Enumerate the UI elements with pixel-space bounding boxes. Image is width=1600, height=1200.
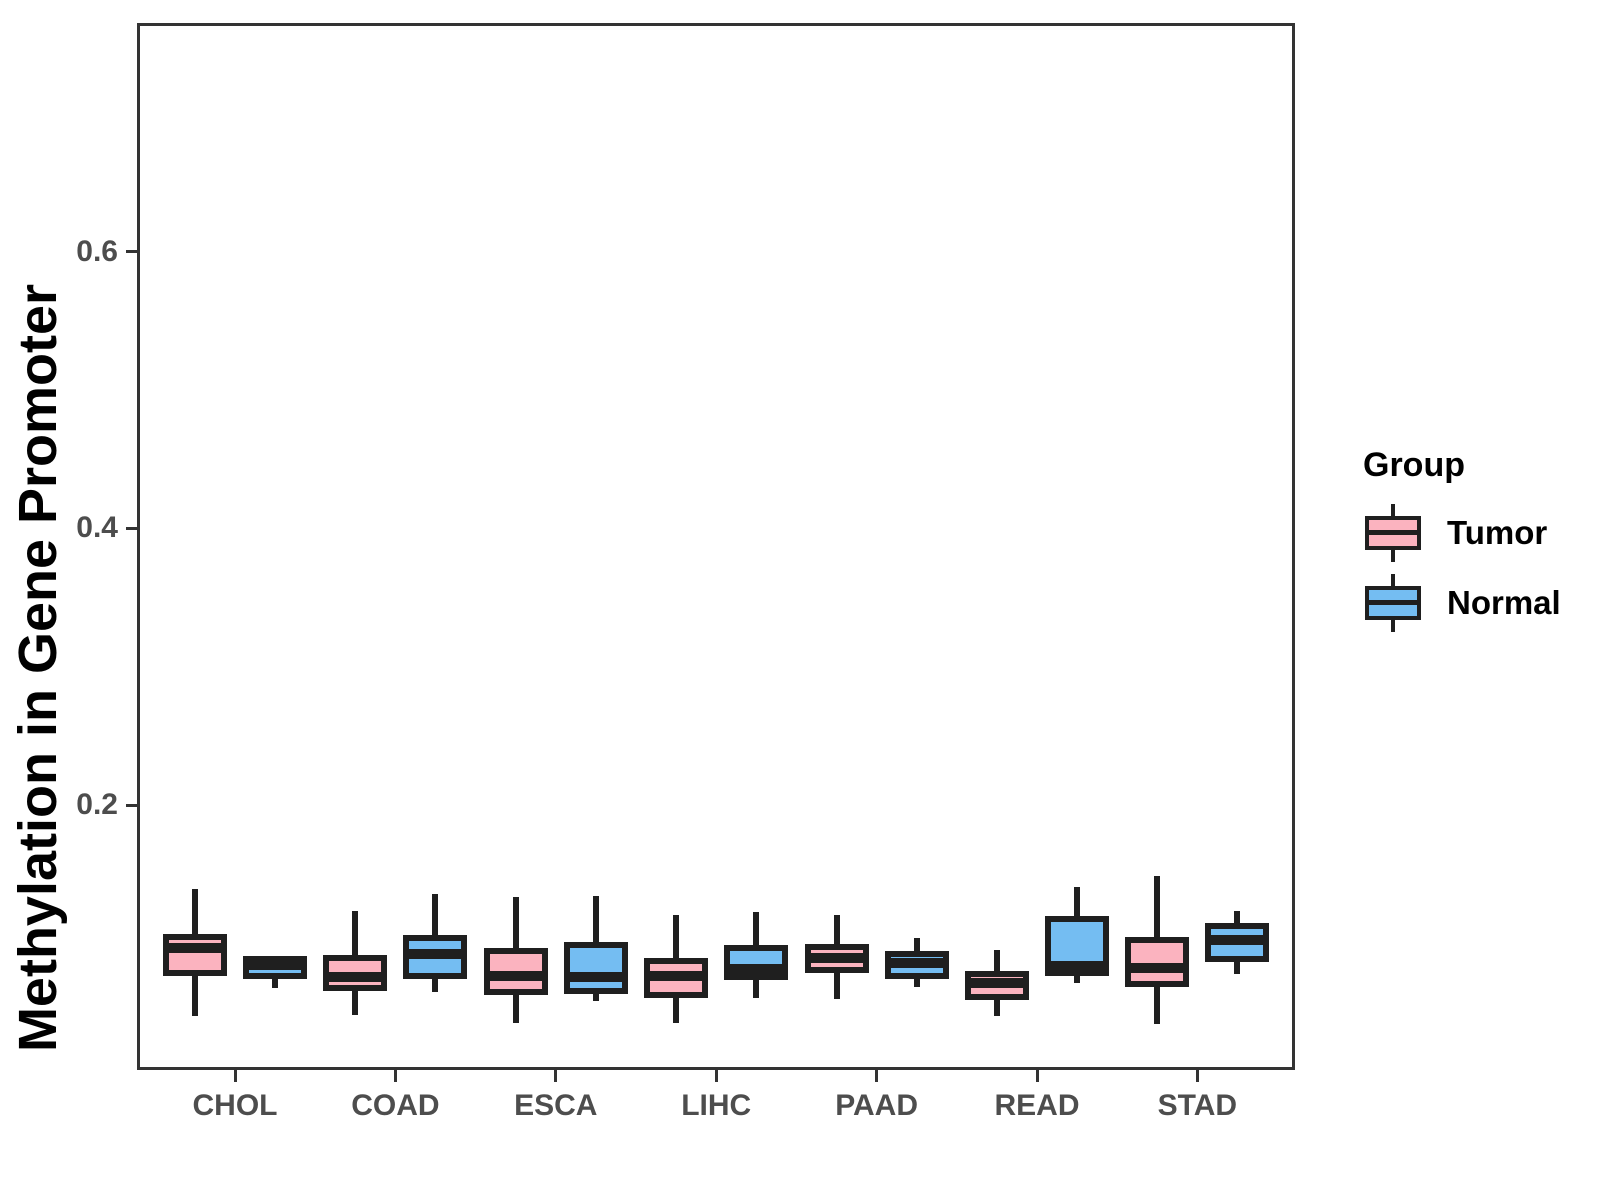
whisker-lower-stad-normal — [1234, 959, 1241, 975]
median-lihc-normal — [724, 963, 789, 974]
x-tick-mark — [1035, 1070, 1039, 1082]
whisker-lower-lihc-normal — [753, 977, 760, 998]
legend-key-median — [1365, 600, 1421, 605]
legend-key-boxplot-icon — [1363, 572, 1423, 634]
legend-key-boxplot-icon — [1363, 502, 1423, 564]
whisker-lower-paad-normal — [913, 975, 920, 987]
median-stad-tumor — [1125, 962, 1190, 973]
x-tick-mark — [554, 1070, 558, 1082]
x-tick-label-read: READ — [994, 1089, 1080, 1122]
median-coad-tumor — [323, 972, 388, 983]
x-tick-mark — [714, 1070, 718, 1082]
legend-entry-tumor: Tumor — [1363, 501, 1561, 565]
box-lihc-normal — [724, 945, 789, 981]
whisker-lower-chol-tumor — [192, 973, 198, 1016]
y-tick-label: 0.4 — [76, 511, 118, 545]
legend-label-tumor: Tumor — [1447, 514, 1548, 551]
whisker-lower-coad-tumor — [352, 988, 359, 1015]
whisker-lower-paad-tumor — [833, 970, 840, 1000]
x-tick-label-stad: STAD — [1157, 1089, 1238, 1122]
whisker-upper-lihc-tumor — [673, 914, 680, 961]
median-paad-normal — [884, 958, 949, 969]
plot-panel — [137, 23, 1295, 1070]
x-tick-mark — [393, 1070, 397, 1082]
median-chol-tumor — [163, 943, 227, 954]
whisker-lower-lihc-tumor — [673, 995, 680, 1023]
whisker-upper-chol-tumor — [192, 888, 198, 938]
whisker-lower-coad-normal — [432, 975, 439, 993]
box-stad-tumor — [1125, 936, 1190, 988]
whisker-lower-read-normal — [1074, 973, 1080, 983]
y-tick-label: 0.2 — [76, 788, 118, 822]
y-tick-label: 0.6 — [76, 234, 118, 268]
whisker-lower-read-tumor — [994, 996, 1000, 1016]
x-tick-mark — [233, 1070, 237, 1082]
whisker-upper-stad-tumor — [1154, 876, 1161, 940]
whisker-lower-esca-tumor — [512, 992, 519, 1023]
whisker-upper-coad-normal — [432, 894, 439, 939]
median-esca-tumor — [483, 970, 548, 981]
x-tick-mark — [875, 1070, 879, 1082]
legend-label-normal: Normal — [1447, 584, 1561, 621]
median-chol-normal — [243, 959, 307, 970]
whisker-lower-chol-normal — [272, 975, 278, 989]
y-tick-mark — [126, 526, 137, 530]
median-lihc-tumor — [644, 970, 709, 981]
x-tick-label-chol: CHOL — [192, 1089, 278, 1122]
median-stad-normal — [1205, 934, 1270, 945]
legend-title: Group — [1363, 446, 1465, 484]
y-axis-title: Methylation in Gene Promoter — [8, 283, 68, 1053]
whisker-upper-esca-normal — [592, 895, 599, 946]
x-tick-label-esca: ESCA — [514, 1089, 598, 1122]
whisker-upper-paad-tumor — [833, 914, 840, 947]
legend-entry-normal: Normal — [1363, 571, 1561, 635]
legend-entries: Tumor Normal — [1363, 501, 1561, 635]
whisker-lower-esca-normal — [592, 991, 599, 1001]
legend-key-median — [1365, 530, 1421, 535]
x-tick-label-coad: COAD — [351, 1089, 440, 1122]
whisker-upper-esca-tumor — [512, 896, 519, 951]
median-esca-normal — [563, 972, 628, 983]
legend: Group Tumor Normal — [1363, 446, 1561, 641]
whisker-upper-coad-tumor — [352, 910, 359, 958]
whisker-upper-read-tumor — [994, 949, 1000, 975]
y-tick-mark — [126, 250, 137, 253]
x-tick-label-lihc: LIHC — [681, 1089, 752, 1122]
median-paad-tumor — [804, 952, 869, 963]
box-esca-normal — [563, 942, 628, 995]
whisker-upper-paad-normal — [913, 938, 920, 954]
x-tick-mark — [1195, 1070, 1199, 1082]
y-tick-mark — [126, 803, 137, 807]
x-tick-label-paad: PAAD — [835, 1089, 918, 1122]
median-read-normal — [1045, 961, 1109, 972]
box-chol-tumor — [163, 934, 227, 977]
whisker-upper-read-normal — [1074, 887, 1080, 920]
whisker-upper-lihc-normal — [753, 912, 760, 949]
whisker-lower-stad-tumor — [1154, 984, 1161, 1025]
median-read-tumor — [965, 977, 1029, 988]
median-coad-normal — [403, 948, 468, 959]
whisker-upper-stad-normal — [1234, 910, 1241, 926]
